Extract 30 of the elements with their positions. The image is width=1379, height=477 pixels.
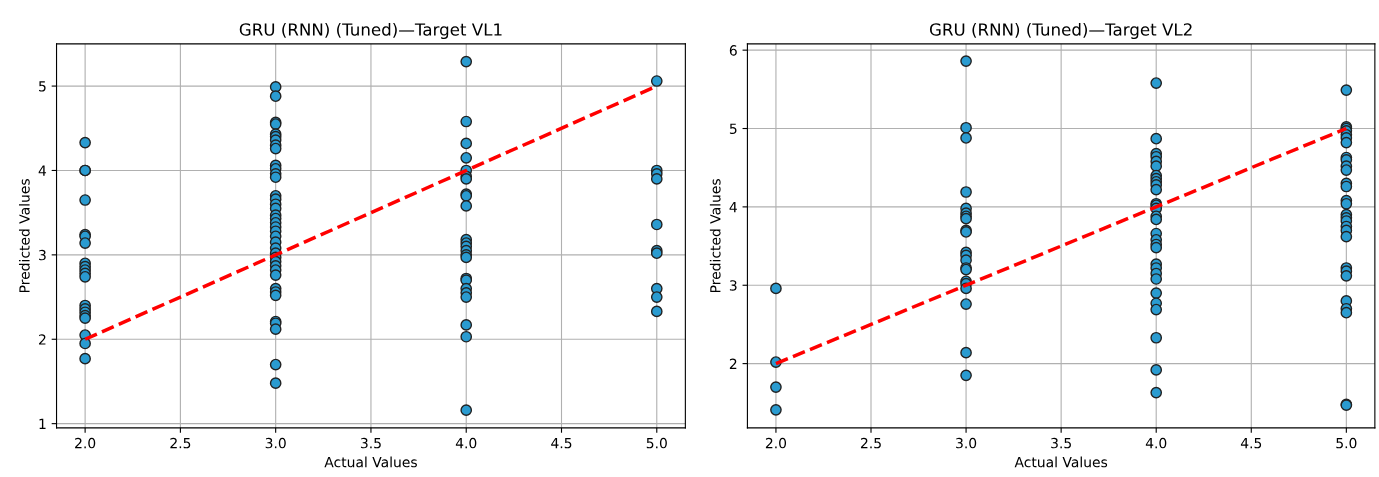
x-tick-label: 4.5: [551, 438, 572, 449]
y-tick-label: 3: [729, 280, 737, 291]
x-tick-label: 3.5: [360, 437, 381, 449]
y-tick-label: 2: [39, 334, 46, 345]
x-tick-label: 2.0: [765, 437, 787, 449]
x-tick-label: 3.0: [956, 437, 977, 449]
y-axis-title: Predicted Values: [18, 179, 30, 293]
chart-title: GRU (RNN) (Tuned)—Target VL1: [239, 22, 502, 40]
y-axis-title: Predicted Values: [709, 179, 721, 293]
x-axis-title: Actual Values: [1014, 456, 1108, 468]
y-tick-label: 2: [729, 358, 737, 369]
x-tick-label: 4.5: [1240, 438, 1262, 449]
x-tick-label: 2.5: [860, 437, 881, 449]
x-axis-title: Actual Values: [324, 456, 417, 468]
x-tick-label: 2.0: [75, 437, 96, 449]
x-tick-label: 3.0: [265, 437, 286, 449]
y-tick-label: 6: [729, 45, 737, 56]
y-tick-label: 5: [39, 81, 46, 92]
x-tick-label: 4.0: [455, 437, 477, 449]
x-tick-label: 2.5: [170, 437, 191, 449]
y-tick-label: 1: [39, 418, 46, 429]
x-tick-label: 5.0: [1336, 437, 1357, 449]
y-tick-label: 4: [729, 202, 737, 213]
chart-title: GRU (RNN) (Tuned)—Target VL2: [929, 22, 1192, 40]
y-tick-label: 4: [38, 165, 47, 176]
y-tick-label: 3: [39, 249, 46, 261]
x-tick-label: 5.0: [646, 437, 667, 449]
x-tick-label: 4.0: [1145, 437, 1167, 449]
x-tick-label: 3.5: [1051, 437, 1071, 449]
y-tick-label: 5: [729, 123, 737, 134]
